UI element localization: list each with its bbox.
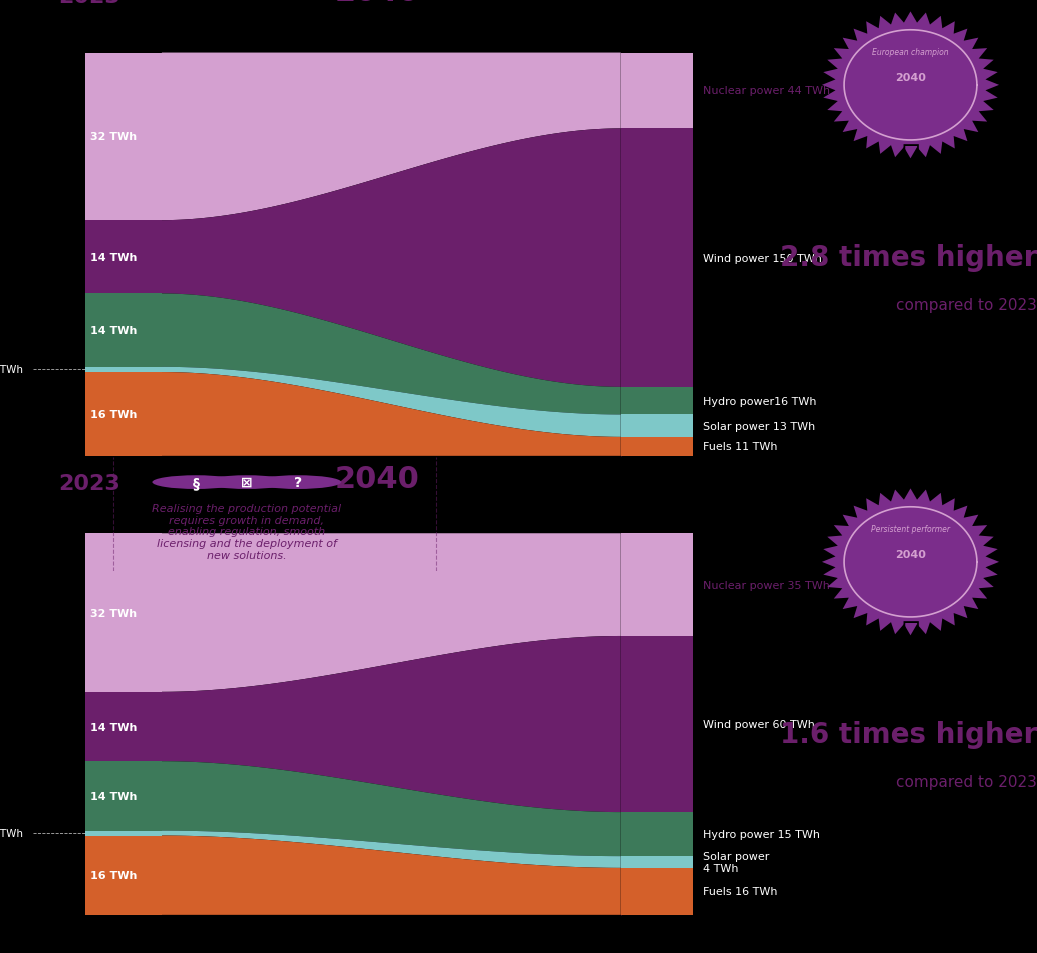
Polygon shape <box>162 294 621 416</box>
Text: Realising the production potential
requires growth in demand,
enabling regulatio: Realising the production potential requi… <box>152 503 341 560</box>
Polygon shape <box>85 534 162 692</box>
Polygon shape <box>85 368 162 373</box>
Text: 2040: 2040 <box>335 0 420 7</box>
Text: 1 TWh: 1 TWh <box>0 365 23 375</box>
Polygon shape <box>621 130 693 388</box>
Polygon shape <box>85 373 162 456</box>
Text: Fuels 11 TWh: Fuels 11 TWh <box>703 442 778 452</box>
Polygon shape <box>162 130 621 388</box>
Text: §: § <box>193 476 199 490</box>
Text: Wind power 150 TWh: Wind power 150 TWh <box>703 253 822 263</box>
Polygon shape <box>162 368 621 437</box>
Polygon shape <box>621 868 693 915</box>
Text: 14 TWh: 14 TWh <box>90 721 137 732</box>
Text: Fuels 16 TWh: Fuels 16 TWh <box>703 886 778 897</box>
Text: 14 TWh: 14 TWh <box>90 326 137 335</box>
Text: Persistent performer: Persistent performer <box>871 525 950 534</box>
Polygon shape <box>85 294 162 368</box>
Polygon shape <box>162 373 621 456</box>
Text: Hydro power16 TWh: Hydro power16 TWh <box>703 396 817 406</box>
Text: Hydro power 15 TWh: Hydro power 15 TWh <box>703 829 820 840</box>
Text: 🏆: 🏆 <box>901 143 920 172</box>
Circle shape <box>254 476 341 490</box>
Text: 32 TWh: 32 TWh <box>90 132 137 142</box>
Polygon shape <box>162 761 621 856</box>
Text: 14 TWh: 14 TWh <box>90 791 137 801</box>
Text: 14 TWh: 14 TWh <box>90 253 137 262</box>
Text: European champion: European champion <box>872 49 949 57</box>
Polygon shape <box>162 53 621 221</box>
Text: Nuclear power 35 TWh: Nuclear power 35 TWh <box>703 580 830 590</box>
Circle shape <box>152 476 240 490</box>
Polygon shape <box>621 856 693 868</box>
Text: 2023: 2023 <box>58 0 120 7</box>
Text: 16 TWh: 16 TWh <box>90 870 137 881</box>
Text: Wind power 60 TWh: Wind power 60 TWh <box>703 720 815 729</box>
Polygon shape <box>822 489 999 636</box>
Polygon shape <box>621 637 693 812</box>
Text: 2.8 times higher: 2.8 times higher <box>780 243 1037 272</box>
Polygon shape <box>85 761 162 831</box>
Text: compared to 2023: compared to 2023 <box>896 297 1037 313</box>
Polygon shape <box>162 534 621 692</box>
Text: 2023: 2023 <box>58 474 120 494</box>
Polygon shape <box>162 637 621 812</box>
Text: Nuclear power 44 TWh: Nuclear power 44 TWh <box>703 87 831 96</box>
Polygon shape <box>85 221 162 294</box>
Circle shape <box>203 476 290 490</box>
Polygon shape <box>621 534 693 637</box>
Text: compared to 2023: compared to 2023 <box>896 774 1037 789</box>
Polygon shape <box>621 388 693 416</box>
Polygon shape <box>621 53 693 130</box>
Text: 2040: 2040 <box>335 465 420 494</box>
Polygon shape <box>85 836 162 915</box>
Text: 🐦: 🐦 <box>901 619 920 648</box>
Text: ?: ? <box>293 476 302 490</box>
Text: Solar power 13 TWh: Solar power 13 TWh <box>703 421 815 431</box>
Text: 1.6 times higher: 1.6 times higher <box>780 720 1037 748</box>
Text: Solar power
4 TWh: Solar power 4 TWh <box>703 851 769 873</box>
Polygon shape <box>621 416 693 437</box>
Polygon shape <box>162 831 621 868</box>
Polygon shape <box>621 812 693 856</box>
Polygon shape <box>85 831 162 836</box>
Text: 1 TWh: 1 TWh <box>0 828 23 839</box>
Polygon shape <box>621 437 693 456</box>
Text: 2040: 2040 <box>895 549 926 559</box>
Text: 32 TWh: 32 TWh <box>90 608 137 618</box>
Text: 16 TWh: 16 TWh <box>90 410 137 419</box>
Text: ⊠: ⊠ <box>241 476 253 490</box>
Text: 2040: 2040 <box>895 72 926 83</box>
Polygon shape <box>822 12 999 159</box>
Polygon shape <box>162 836 621 915</box>
Polygon shape <box>85 53 162 221</box>
Polygon shape <box>85 692 162 761</box>
